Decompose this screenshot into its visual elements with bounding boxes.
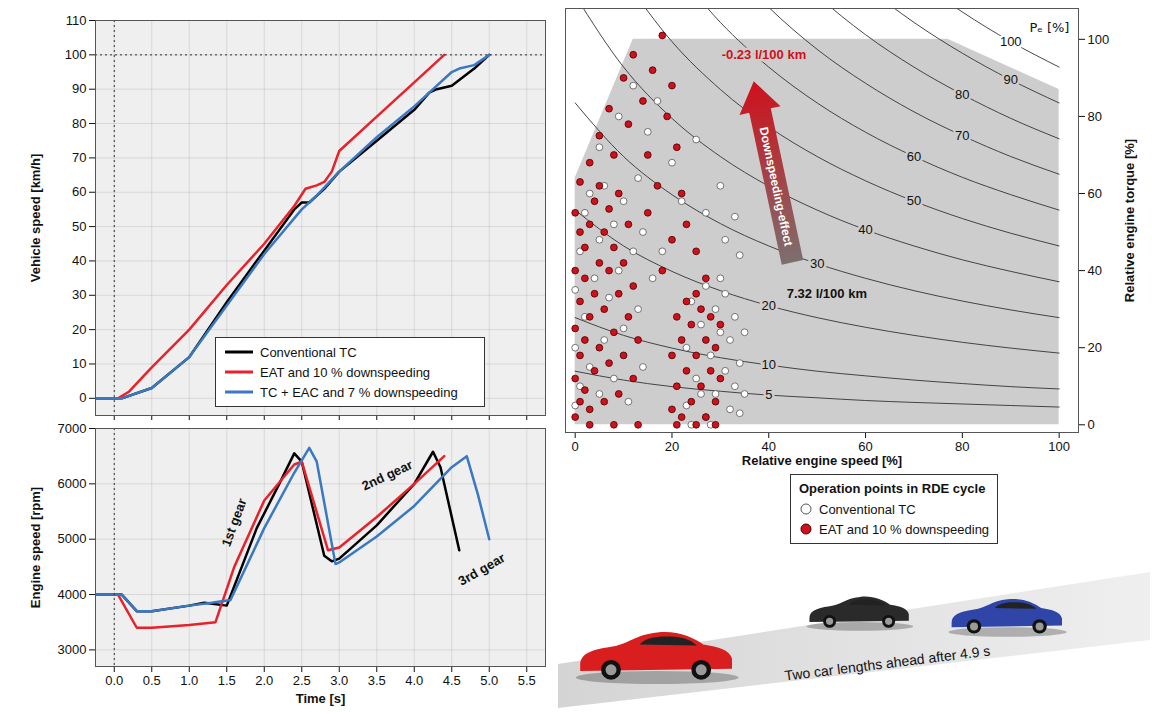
- html-text:Conventional TC: Conventional TC: [260, 344, 357, 360]
- svg-text:0: 0: [1088, 417, 1095, 432]
- svg-text:10: 10: [762, 357, 776, 372]
- svg-text:1.0: 1.0: [180, 673, 198, 688]
- svg-text:6000: 6000: [58, 476, 87, 491]
- svg-text:10: 10: [72, 356, 86, 371]
- svg-text:3.5: 3.5: [368, 673, 386, 688]
- svg-text:60: 60: [907, 149, 921, 164]
- svg-text:90: 90: [72, 81, 86, 96]
- svg-text:4.5: 4.5: [443, 673, 461, 688]
- svg-text:100: 100: [65, 47, 87, 62]
- svg-text:40: 40: [72, 253, 86, 268]
- svg-text:1.5: 1.5: [218, 673, 236, 688]
- svg-text:80: 80: [955, 439, 969, 454]
- html-text:Conventional TC: Conventional TC: [819, 501, 916, 517]
- svg-text:5: 5: [765, 387, 772, 402]
- svg-text:4000: 4000: [58, 587, 87, 602]
- svg-text:20: 20: [72, 322, 86, 337]
- svg-text:-0.23 l/100 km: -0.23 l/100 km: [722, 47, 807, 62]
- svg-text:Relative engine torque [%]: Relative engine torque [%]: [1122, 139, 1137, 302]
- svg-text:0.0: 0.0: [105, 673, 123, 688]
- svg-text:5.0: 5.0: [480, 673, 498, 688]
- svg-text:7.32 l/100 km: 7.32 l/100 km: [787, 286, 867, 301]
- svg-text:90: 90: [1004, 72, 1018, 87]
- svg-text:40: 40: [762, 439, 776, 454]
- svg-text:50: 50: [72, 219, 86, 234]
- html-text:TC + EAC and 7 % downspeeding: TC + EAC and 7 % downspeeding: [260, 384, 458, 400]
- svg-text:7000: 7000: [58, 421, 87, 436]
- svg-text:3.0: 3.0: [330, 673, 348, 688]
- svg-text:Downspeeding-effect: Downspeeding-effect: [757, 126, 796, 248]
- svg-text:Time [s]: Time [s]: [296, 691, 346, 706]
- svg-text:100: 100: [1000, 34, 1022, 49]
- svg-text:80: 80: [1088, 109, 1102, 124]
- svg-text:60: 60: [72, 184, 86, 199]
- svg-text:70: 70: [72, 150, 86, 165]
- svg-text:0.5: 0.5: [143, 673, 161, 688]
- html-text:EAT and 10 % downspeeding: EAT and 10 % downspeeding: [819, 521, 990, 537]
- svg-text:60: 60: [1088, 186, 1102, 201]
- svg-text:60: 60: [858, 439, 872, 454]
- svg-text:4.0: 4.0: [405, 673, 423, 688]
- svg-text:30: 30: [810, 256, 824, 271]
- html-text:Operation points in RDE cycle: Operation points in RDE cycle: [799, 481, 986, 496]
- svg-text:30: 30: [72, 287, 86, 302]
- svg-text:Pₑ [%]: Pₑ [%]: [1030, 20, 1070, 35]
- svg-text:3rd gear: 3rd gear: [456, 550, 508, 589]
- svg-text:1st gear: 1st gear: [218, 496, 249, 548]
- svg-text:40: 40: [1088, 263, 1102, 278]
- html-text:EAT and 10 % downspeeding: EAT and 10 % downspeeding: [260, 364, 431, 380]
- svg-text:100: 100: [1048, 439, 1070, 454]
- svg-text:80: 80: [955, 87, 969, 102]
- svg-text:0: 0: [79, 390, 86, 405]
- svg-text:Two car lengths ahead after 4.: Two car lengths ahead after 4.9 s: [784, 642, 991, 683]
- svg-text:100: 100: [1088, 31, 1110, 46]
- svg-text:0: 0: [572, 439, 579, 454]
- svg-text:2nd gear: 2nd gear: [359, 457, 414, 493]
- svg-text:3000: 3000: [58, 642, 87, 657]
- svg-text:50: 50: [907, 193, 921, 208]
- svg-text:Engine speed [rpm]: Engine speed [rpm]: [28, 487, 43, 608]
- svg-text:Vehicle speed [km/h]: Vehicle speed [km/h]: [28, 154, 43, 283]
- svg-text:20: 20: [1088, 340, 1102, 355]
- svg-text:20: 20: [762, 298, 776, 313]
- svg-text:40: 40: [858, 222, 872, 237]
- svg-text:20: 20: [665, 439, 679, 454]
- svg-text:2.5: 2.5: [293, 673, 311, 688]
- svg-text:80: 80: [72, 116, 86, 131]
- svg-text:5000: 5000: [58, 531, 87, 546]
- svg-text:70: 70: [955, 128, 969, 143]
- svg-text:5.5: 5.5: [518, 673, 536, 688]
- svg-text:Relative engine speed [%]: Relative engine speed [%]: [742, 453, 902, 468]
- svg-text:2.0: 2.0: [255, 673, 273, 688]
- svg-text:110: 110: [66, 13, 87, 28]
